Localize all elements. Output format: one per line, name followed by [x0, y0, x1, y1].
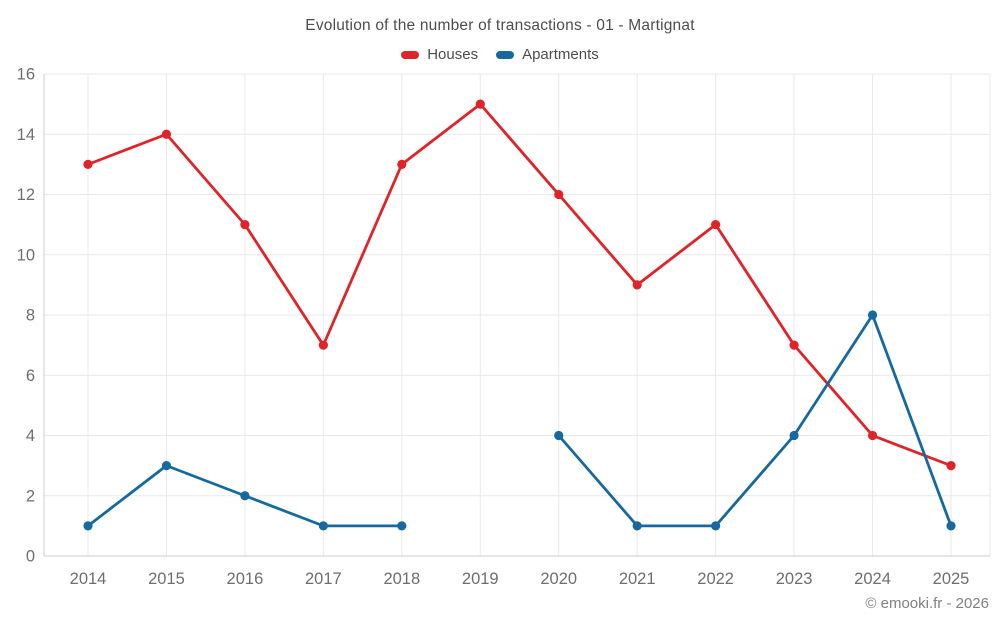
y-axis-tick-label: 8 — [26, 307, 35, 325]
apartments-series-swatch-icon — [496, 50, 515, 59]
x-axis-tick-label: 2021 — [619, 570, 656, 588]
legend-label-apartments: Apartments — [522, 46, 599, 63]
data-point-apartments-2016[interactable] — [240, 491, 250, 501]
data-point-houses-2014[interactable] — [83, 159, 93, 169]
data-point-houses-2018[interactable] — [397, 159, 407, 169]
x-axis-tick-label: 2014 — [70, 570, 107, 588]
data-point-houses-2017[interactable] — [318, 340, 328, 350]
houses-series-swatch-icon — [401, 50, 420, 59]
y-axis-tick-label: 2 — [26, 487, 35, 505]
chart-legend: Houses Apartments — [401, 46, 599, 63]
data-point-houses-2023[interactable] — [789, 340, 799, 350]
data-point-apartments-2024[interactable] — [867, 310, 878, 320]
y-axis-tick-label: 0 — [26, 548, 35, 566]
data-point-apartments-2020[interactable] — [554, 430, 564, 441]
data-point-apartments-2014[interactable] — [83, 521, 93, 531]
data-point-houses-2021[interactable] — [632, 280, 642, 290]
data-point-apartments-2015[interactable] — [161, 461, 172, 471]
legend-item-apartments[interactable]: Apartments — [496, 46, 599, 63]
data-point-apartments-2022[interactable] — [711, 521, 721, 531]
series-line-apartments — [86, 313, 953, 528]
y-axis-tick-label: 16 — [17, 66, 35, 84]
x-axis-tick-label: 2018 — [383, 570, 420, 588]
x-axis-tick-label: 2022 — [697, 570, 734, 588]
x-axis-tick-label: 2023 — [776, 570, 813, 588]
data-point-houses-2019[interactable] — [475, 99, 485, 109]
x-axis-tick-label: 2015 — [148, 570, 185, 588]
data-point-apartments-2018[interactable] — [397, 521, 407, 531]
chart-header: Evolution of the number of transactions … — [0, 17, 1000, 63]
y-axis-tick-label: 4 — [26, 427, 35, 445]
legend-item-houses[interactable]: Houses — [401, 46, 478, 63]
legend-label-houses: Houses — [427, 46, 479, 63]
data-point-apartments-2023[interactable] — [789, 430, 799, 441]
chart-title: Evolution of the number of transactions … — [305, 17, 695, 34]
data-point-apartments-2025[interactable] — [946, 521, 956, 531]
copyright-footer: © emooki.fr - 2026 — [865, 595, 989, 612]
x-axis-tick-label: 2019 — [462, 570, 499, 588]
y-axis-tick-label: 10 — [17, 246, 35, 264]
y-axis-tick-label: 14 — [17, 126, 35, 144]
data-point-houses-2022[interactable] — [711, 220, 721, 230]
data-point-houses-2020[interactable] — [554, 189, 564, 200]
y-axis-tick-label: 6 — [26, 367, 35, 385]
data-point-houses-2025[interactable] — [946, 461, 956, 471]
data-point-houses-2016[interactable] — [240, 220, 250, 230]
data-point-apartments-2021[interactable] — [632, 521, 642, 531]
data-point-houses-2024[interactable] — [867, 430, 878, 441]
x-axis-tick-label: 2024 — [854, 570, 891, 588]
series-line-houses — [86, 102, 953, 468]
data-point-apartments-2017[interactable] — [318, 521, 328, 531]
x-axis-tick-label: 2020 — [540, 570, 577, 588]
x-axis-tick-label: 2025 — [933, 570, 970, 588]
x-axis-tick-label: 2016 — [227, 570, 264, 588]
x-axis-tick-label: 2017 — [305, 570, 342, 588]
y-axis-tick-label: 12 — [17, 186, 35, 204]
data-point-houses-2015[interactable] — [161, 129, 172, 139]
